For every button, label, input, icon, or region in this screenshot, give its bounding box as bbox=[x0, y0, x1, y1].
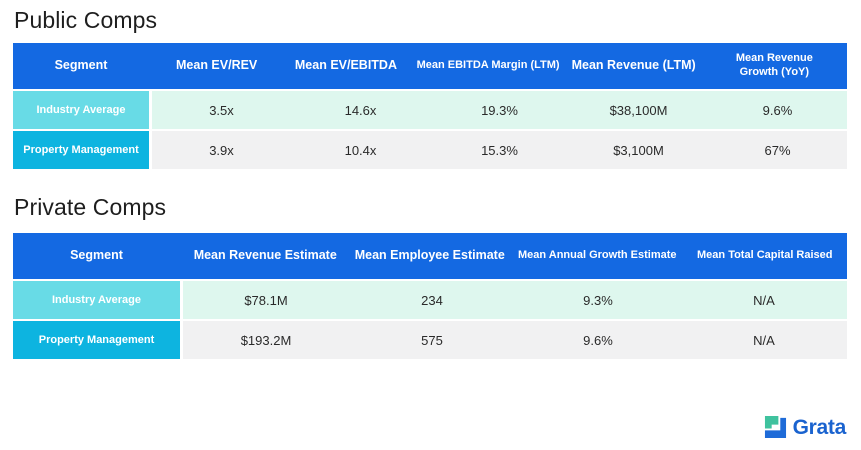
cell-revenue-growth: 67% bbox=[764, 142, 791, 158]
grata-logo-icon bbox=[764, 416, 787, 439]
grata-logo-text: Grata bbox=[792, 416, 847, 439]
cell-revenue-ltm: $3,100M bbox=[613, 142, 664, 158]
private-header-employee-estimate: Mean Employee Estimate bbox=[354, 248, 505, 263]
public-comps-table: Segment Mean EV/REV Mean EV/EBITDA Mean … bbox=[13, 43, 847, 170]
cell-revenue-ltm: $38,100M bbox=[609, 102, 668, 118]
segment-cell: Industry Average bbox=[13, 281, 180, 320]
private-header-segment: Segment bbox=[70, 248, 123, 263]
public-table-row-property-management: Property Management 3.9x 10.4x 15.3% $3,… bbox=[13, 131, 847, 170]
cell-ev-ebitda: 14.6x bbox=[344, 102, 377, 118]
public-header-ev-rev: Mean EV/REV bbox=[176, 58, 258, 73]
public-table-header-row: Segment Mean EV/REV Mean EV/EBITDA Mean … bbox=[13, 43, 847, 90]
public-comps-section: Public Comps Segment Mean EV/REV Mean EV… bbox=[13, 7, 847, 170]
public-header-revenue-growth: Mean Revenue Growth (YoY) bbox=[735, 52, 813, 79]
public-header-revenue-ltm: Mean Revenue (LTM) bbox=[571, 58, 696, 73]
private-table-row-industry-average: Industry Average $78.1M 234 9.3% N/A bbox=[13, 281, 847, 320]
cell-revenue-estimate: $193.2M bbox=[240, 332, 292, 348]
private-table-row-property-management: Property Management $193.2M 575 9.6% N/A bbox=[13, 321, 847, 360]
cell-annual-growth: 9.3% bbox=[583, 292, 613, 308]
segment-cell: Industry Average bbox=[13, 91, 149, 130]
cell-revenue-estimate: $78.1M bbox=[244, 292, 288, 308]
cell-ev-rev: 3.5x bbox=[209, 102, 234, 118]
public-header-ev-ebitda: Mean EV/EBITDA bbox=[294, 58, 397, 73]
grata-logo: Grata bbox=[764, 416, 846, 439]
cell-capital-raised: N/A bbox=[753, 332, 775, 348]
cell-annual-growth: 9.6% bbox=[583, 332, 613, 348]
public-comps-title: Public Comps bbox=[14, 7, 158, 33]
public-header-segment: Segment bbox=[54, 58, 108, 73]
private-table-header-row: Segment Mean Revenue Estimate Mean Emplo… bbox=[13, 233, 847, 280]
private-header-annual-growth: Mean Annual Growth Estimate bbox=[518, 249, 677, 262]
private-comps-table: Segment Mean Revenue Estimate Mean Emplo… bbox=[13, 233, 847, 360]
segment-cell: Property Management bbox=[13, 131, 149, 170]
private-header-capital-raised: Mean Total Capital Raised bbox=[697, 249, 833, 262]
cell-ev-ebitda: 10.4x bbox=[344, 142, 377, 158]
private-comps-title: Private Comps bbox=[14, 194, 167, 221]
private-header-revenue-estimate: Mean Revenue Estimate bbox=[193, 248, 337, 263]
cell-employee-estimate: 575 bbox=[421, 332, 443, 348]
cell-revenue-growth: 9.6% bbox=[762, 102, 793, 118]
cell-ebitda-margin: 15.3% bbox=[481, 142, 518, 158]
cell-employee-estimate: 234 bbox=[421, 292, 443, 308]
public-header-ebitda-margin: Mean EBITDA Margin (LTM) bbox=[416, 59, 560, 72]
private-comps-section: Private Comps Segment Mean Revenue Estim… bbox=[13, 194, 847, 360]
public-table-row-industry-average: Industry Average 3.5x 14.6x 19.3% $38,10… bbox=[13, 91, 847, 130]
cell-ev-rev: 3.9x bbox=[209, 142, 234, 158]
segment-cell: Property Management bbox=[13, 321, 180, 360]
cell-capital-raised: N/A bbox=[753, 292, 775, 308]
cell-ebitda-margin: 19.3% bbox=[481, 102, 518, 118]
